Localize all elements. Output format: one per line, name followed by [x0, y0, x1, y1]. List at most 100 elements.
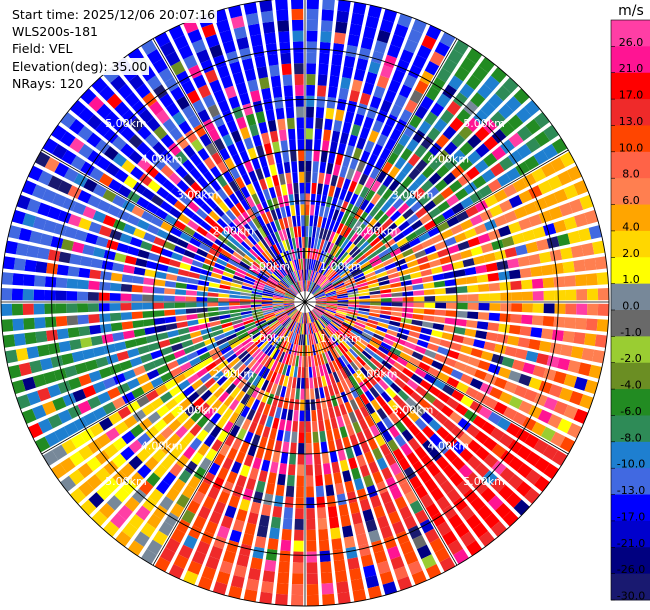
- velocity-gate: [223, 197, 235, 209]
- velocity-gate: [466, 275, 478, 284]
- velocity-gate: [321, 217, 327, 229]
- velocity-gate: [296, 215, 301, 227]
- velocity-gate: [434, 353, 447, 363]
- velocity-gate: [516, 462, 533, 479]
- velocity-gate: [420, 411, 434, 425]
- velocity-gate: [317, 216, 323, 228]
- velocity-gate: [266, 332, 276, 343]
- velocity-gate: [321, 375, 327, 387]
- velocity-gate: [155, 271, 167, 280]
- velocity-gate: [357, 285, 369, 291]
- velocity-gate: [285, 262, 292, 273]
- velocity-gate: [324, 267, 333, 277]
- velocity-gate: [414, 173, 428, 187]
- velocity-gate: [405, 362, 418, 373]
- velocity-gate: [453, 326, 466, 335]
- colorbar-bin: [611, 310, 650, 337]
- velocity-gate: [69, 487, 86, 505]
- velocity-gate: [170, 86, 185, 101]
- velocity-gate: [403, 550, 419, 565]
- velocity-gate: [255, 423, 264, 436]
- velocity-gate: [208, 227, 221, 238]
- velocity-gate: [413, 308, 425, 314]
- velocity-gate: [239, 464, 251, 478]
- velocity-gate: [15, 242, 29, 257]
- velocity-gate: [355, 319, 367, 325]
- velocity-gate: [243, 589, 258, 602]
- velocity-gate: [328, 271, 338, 281]
- velocity-gate: [311, 310, 320, 319]
- velocity-gate: [273, 292, 285, 297]
- velocity-gate: [284, 318, 293, 329]
- velocity-gate: [339, 251, 349, 262]
- velocity-gate: [165, 487, 180, 502]
- velocity-gate: [563, 216, 578, 231]
- velocity-gate: [495, 502, 512, 519]
- velocity-gate: [285, 365, 292, 377]
- velocity-gate: [356, 282, 368, 288]
- velocity-gate: [525, 451, 541, 467]
- velocity-gate: [101, 260, 114, 271]
- velocity-gate: [357, 257, 369, 267]
- velocity-gate: [328, 337, 337, 348]
- velocity-gate: [449, 342, 463, 352]
- velocity-gate: [498, 484, 514, 501]
- velocity-gate: [275, 350, 283, 362]
- velocity-gate: [261, 459, 271, 472]
- velocity-gate: [414, 417, 428, 431]
- velocity-gate: [264, 249, 273, 260]
- velocity-gate: [164, 214, 178, 226]
- velocity-gate: [369, 237, 381, 247]
- velocity-gate: [309, 377, 314, 389]
- velocity-gate: [305, 323, 307, 335]
- velocity-gate: [506, 422, 521, 437]
- velocity-gate: [378, 363, 389, 375]
- velocity-gate: [61, 149, 77, 165]
- velocity-gate: [78, 217, 92, 231]
- colorbar-bin: [611, 336, 650, 364]
- velocity-gate: [511, 291, 523, 301]
- velocity-gate: [348, 348, 359, 359]
- velocity-gate: [363, 116, 374, 130]
- velocity-gate: [98, 502, 115, 519]
- velocity-gate: [68, 118, 85, 135]
- velocity-gate: [216, 416, 228, 429]
- velocity-gate: [394, 184, 407, 197]
- velocity-gate: [344, 111, 355, 124]
- velocity-gate: [80, 337, 93, 349]
- velocity-gate: [332, 278, 343, 286]
- velocity-gate: [241, 58, 254, 71]
- velocity-gate: [350, 467, 361, 480]
- velocity-gate: [183, 367, 196, 379]
- velocity-gate: [328, 185, 336, 197]
- velocity-gate: [159, 391, 173, 404]
- velocity-gate: [394, 215, 406, 227]
- velocity-gate: [434, 309, 446, 316]
- velocity-gate: [311, 333, 316, 345]
- velocity-gate: [429, 336, 442, 345]
- velocity-gate: [142, 92, 157, 107]
- velocity-gate: [331, 461, 341, 474]
- velocity-gate: [168, 336, 181, 345]
- velocity-gate: [543, 463, 559, 480]
- velocity-gate: [169, 463, 183, 477]
- velocity-gate: [403, 74, 418, 89]
- velocity-gate: [155, 384, 168, 396]
- velocity-gate: [298, 432, 305, 444]
- velocity-gate: [300, 280, 304, 292]
- velocity-gate: [153, 317, 166, 325]
- azimuth-spoke: [41, 301, 306, 455]
- velocity-gate: [295, 355, 299, 367]
- velocity-gate: [221, 379, 232, 391]
- velocity-gate: [44, 276, 57, 288]
- velocity-gate: [288, 238, 294, 250]
- scan-info: Start time: 2025/12/06 20:07:16 WLS200s-…: [12, 6, 218, 93]
- ring-label: 3.00km: [177, 189, 219, 202]
- ring-label: 5.00km: [463, 117, 505, 130]
- velocity-gate: [305, 247, 308, 259]
- velocity-gate: [254, 535, 267, 549]
- velocity-gate: [150, 397, 164, 410]
- velocity-gate: [367, 437, 379, 451]
- velocity-gate: [403, 123, 417, 138]
- velocity-gate: [299, 410, 305, 422]
